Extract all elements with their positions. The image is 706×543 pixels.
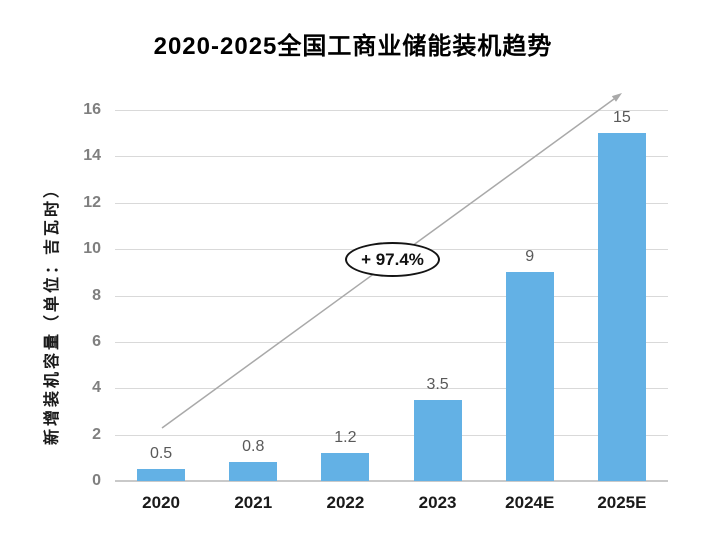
y-tick-label: 14 [83, 147, 101, 165]
y-tick-label: 6 [92, 332, 101, 350]
x-tick-label: 2020 [142, 493, 180, 512]
bar-value-label: 15 [613, 109, 631, 127]
y-tick-label: 2 [92, 425, 101, 443]
gridline [115, 434, 668, 436]
x-tick-label: 2022 [326, 493, 365, 512]
plot-area: 0.5 2020 0.8 2021 1.2 2022 3.5 2023 9 2024E 15 2025… [115, 109, 668, 512]
gridline [115, 156, 668, 158]
gridline [115, 202, 668, 204]
growth-rate-text: + 97.4% [361, 249, 424, 269]
growth-rate-annotation: + 97.4% [345, 242, 440, 277]
gridline [115, 295, 668, 297]
gridline [115, 388, 668, 390]
y-axis-title: 新增装机容量（单位：吉瓦时） [44, 178, 61, 446]
bar-2024E [505, 272, 554, 481]
bar-value-label: 1.2 [334, 429, 357, 447]
gridline [115, 341, 668, 343]
x-tick-label: 2024E [505, 493, 555, 512]
bar-value-label: 0.8 [242, 438, 265, 456]
y-tick-label: 16 [83, 101, 101, 118]
trend-arrow-head-icon [611, 93, 622, 102]
y-tick-label: 4 [92, 379, 101, 397]
gridline [115, 110, 668, 111]
x-axis-line [115, 480, 668, 482]
bar-2021 [229, 462, 278, 481]
y-tick-label: 12 [83, 193, 101, 211]
x-tick-label: 2021 [234, 493, 273, 512]
bar-value-label: 3.5 [426, 375, 449, 393]
bar-2020 [137, 469, 186, 481]
y-tick-label: 0 [92, 472, 101, 489]
x-tick-label: 2025E [597, 493, 647, 512]
x-tick-label: 2023 [418, 493, 457, 512]
chart-title: 2020-2025全国工商业储能装机趋势 [153, 33, 553, 60]
bar-value-label: 9 [525, 248, 535, 266]
bar-value-label: 0.5 [149, 445, 173, 463]
y-tick-label: 10 [83, 240, 101, 258]
bar-2022 [321, 453, 370, 481]
bar-2025E [597, 133, 646, 481]
y-tick-label: 8 [92, 286, 101, 304]
bar-2023 [413, 399, 462, 481]
